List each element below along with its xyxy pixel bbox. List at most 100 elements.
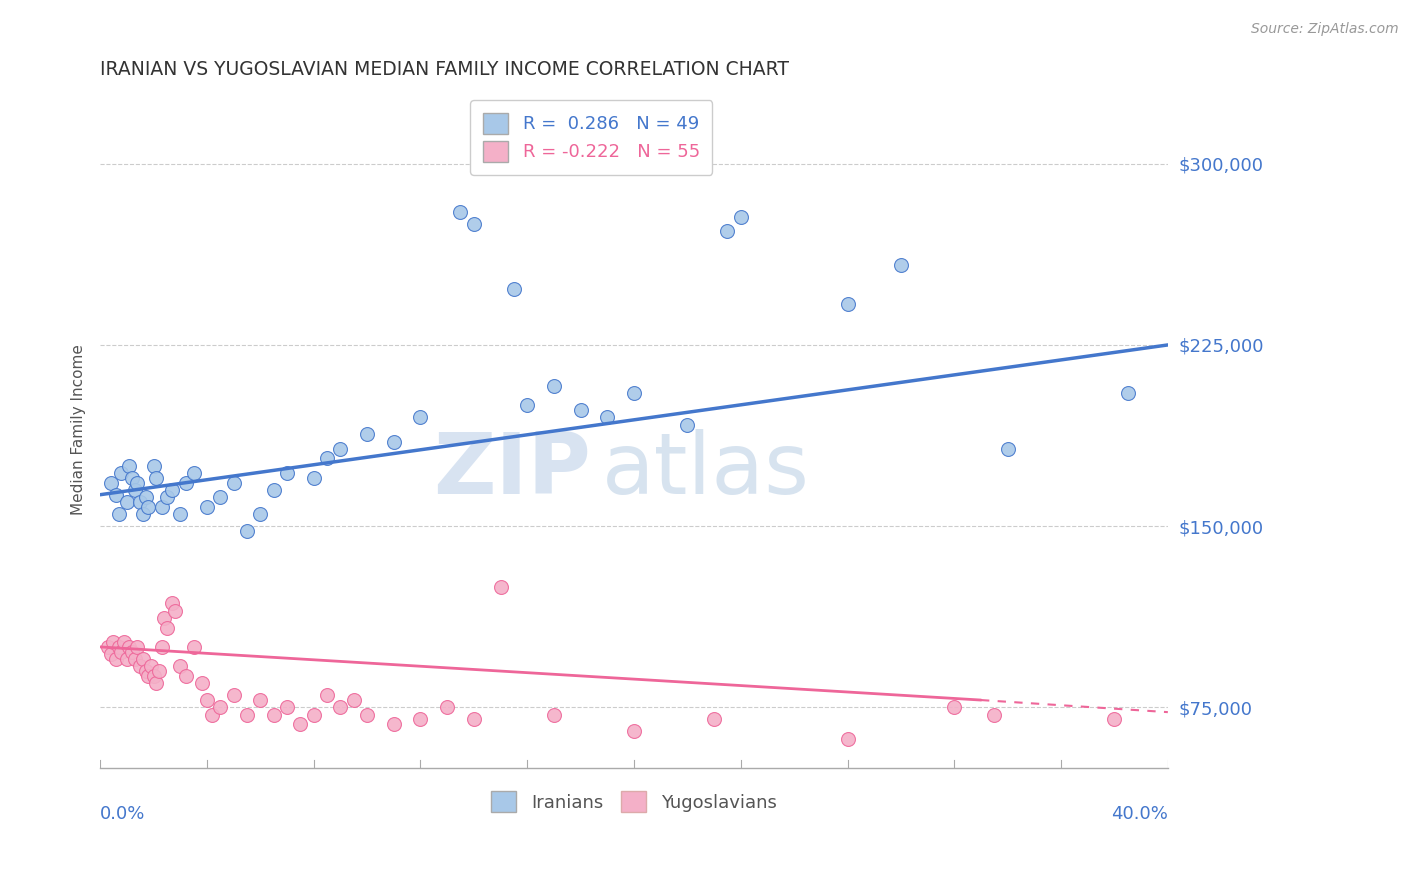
Point <box>382 717 405 731</box>
Point <box>127 640 149 654</box>
Point <box>105 488 128 502</box>
Point <box>156 490 179 504</box>
Point <box>160 596 183 610</box>
Point <box>150 640 173 654</box>
Point <box>343 693 366 707</box>
Point <box>142 458 165 473</box>
Point <box>134 664 156 678</box>
Point <box>569 403 592 417</box>
Point <box>222 688 245 702</box>
Point <box>316 688 339 702</box>
Point <box>890 258 912 272</box>
Point <box>118 640 141 654</box>
Point <box>169 659 191 673</box>
Point <box>145 471 167 485</box>
Point <box>124 483 146 497</box>
Point <box>463 217 485 231</box>
Point <box>132 652 155 666</box>
Point <box>302 707 325 722</box>
Point <box>110 466 132 480</box>
Point <box>103 635 125 649</box>
Point <box>716 224 738 238</box>
Text: 0.0%: 0.0% <box>100 805 145 823</box>
Point <box>100 647 122 661</box>
Point <box>108 640 131 654</box>
Point <box>276 466 298 480</box>
Point <box>450 205 472 219</box>
Point <box>356 707 378 722</box>
Point <box>156 621 179 635</box>
Point <box>110 645 132 659</box>
Point <box>115 495 138 509</box>
Point <box>209 700 232 714</box>
Point <box>121 471 143 485</box>
Point <box>174 669 197 683</box>
Point <box>263 707 285 722</box>
Point <box>118 458 141 473</box>
Point <box>112 635 135 649</box>
Point <box>249 693 271 707</box>
Point <box>502 282 524 296</box>
Point <box>145 676 167 690</box>
Point <box>169 507 191 521</box>
Point <box>108 507 131 521</box>
Point <box>195 693 218 707</box>
Point <box>139 659 162 673</box>
Point <box>134 490 156 504</box>
Point <box>236 524 259 538</box>
Point <box>97 640 120 654</box>
Point <box>201 707 224 722</box>
Point <box>249 507 271 521</box>
Point <box>463 712 485 726</box>
Text: Source: ZipAtlas.com: Source: ZipAtlas.com <box>1251 22 1399 37</box>
Point <box>409 712 432 726</box>
Y-axis label: Median Family Income: Median Family Income <box>72 344 86 515</box>
Point <box>105 652 128 666</box>
Point <box>209 490 232 504</box>
Point <box>489 580 512 594</box>
Point <box>263 483 285 497</box>
Point <box>163 604 186 618</box>
Text: 40.0%: 40.0% <box>1111 805 1168 823</box>
Point <box>997 442 1019 456</box>
Point <box>983 707 1005 722</box>
Point <box>409 410 432 425</box>
Point <box>730 210 752 224</box>
Point <box>222 475 245 490</box>
Point <box>543 707 565 722</box>
Point <box>153 611 176 625</box>
Legend: Iranians, Yugoslavians: Iranians, Yugoslavians <box>484 784 785 820</box>
Point <box>1116 386 1139 401</box>
Point <box>703 712 725 726</box>
Point <box>543 379 565 393</box>
Point <box>623 386 645 401</box>
Point <box>236 707 259 722</box>
Point <box>676 417 699 432</box>
Point <box>943 700 966 714</box>
Point <box>356 427 378 442</box>
Point <box>124 652 146 666</box>
Point <box>136 669 159 683</box>
Point <box>100 475 122 490</box>
Point <box>115 652 138 666</box>
Point <box>837 731 859 746</box>
Point <box>129 659 152 673</box>
Point <box>183 466 205 480</box>
Point <box>623 724 645 739</box>
Point <box>382 434 405 449</box>
Point <box>174 475 197 490</box>
Text: atlas: atlas <box>602 428 810 512</box>
Point <box>190 676 212 690</box>
Point <box>142 669 165 683</box>
Point <box>516 398 538 412</box>
Point <box>329 700 352 714</box>
Point <box>837 297 859 311</box>
Text: ZIP: ZIP <box>433 428 592 512</box>
Point <box>1104 712 1126 726</box>
Point <box>129 495 152 509</box>
Point <box>121 645 143 659</box>
Point <box>127 475 149 490</box>
Point <box>290 717 312 731</box>
Point <box>195 500 218 514</box>
Point <box>436 700 458 714</box>
